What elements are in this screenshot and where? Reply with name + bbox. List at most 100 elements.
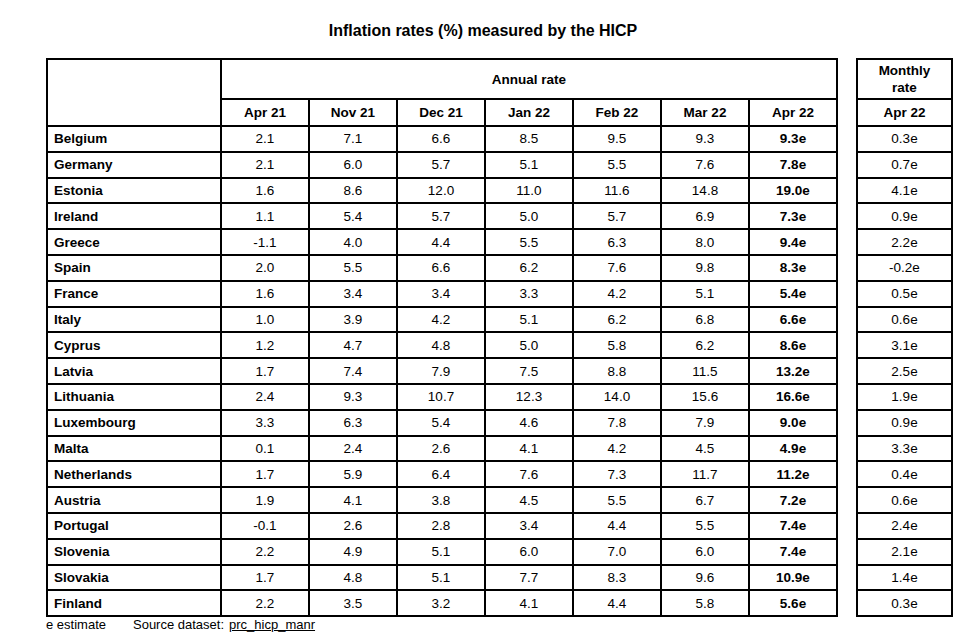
- country-label: Belgium: [47, 126, 221, 152]
- country-label: Malta: [47, 436, 221, 462]
- annual-value-cell: 4.5: [661, 436, 749, 462]
- table-row: Belgium2.17.16.68.59.59.39.3e: [47, 126, 837, 152]
- country-label: Germany: [47, 152, 221, 178]
- annual-value-cell: 6.8: [661, 307, 749, 333]
- annual-value-cell: 7.8: [573, 410, 661, 436]
- group-header-row: Annual rate: [47, 59, 837, 99]
- annual-value-cell: 7.5: [485, 358, 573, 384]
- country-label: France: [47, 281, 221, 307]
- monthly-value-cell: 0.3e: [857, 590, 952, 616]
- annual-value-cell: 7.9: [661, 410, 749, 436]
- annual-value-cell: 12.0: [397, 178, 485, 204]
- table-row: Cyprus1.24.74.85.05.86.28.6e: [47, 332, 837, 358]
- table-row: Slovakia1.74.85.17.78.39.610.9e: [47, 565, 837, 591]
- annual-value-cell: 0.1: [221, 436, 309, 462]
- annual-value-cell: 5.1: [397, 539, 485, 565]
- annual-value-cell: 9.4e: [749, 229, 837, 255]
- annual-value-cell: 2.6: [397, 436, 485, 462]
- annual-value-cell: 11.7: [661, 461, 749, 487]
- annual-value-cell: 1.1: [221, 203, 309, 229]
- table-row: Germany2.16.05.75.15.57.67.8e: [47, 152, 837, 178]
- annual-value-cell: 9.3e: [749, 126, 837, 152]
- annual-value-cell: 6.7: [661, 487, 749, 513]
- annual-value-cell: 2.1: [221, 152, 309, 178]
- annual-value-cell: 11.5: [661, 358, 749, 384]
- annual-value-cell: 6.2: [661, 332, 749, 358]
- table-row: Austria1.94.13.84.55.56.77.2e: [47, 487, 837, 513]
- annual-value-cell: 2.2: [221, 590, 309, 616]
- monthly-value-cell: 3.3e: [857, 436, 952, 462]
- annual-value-cell: 6.0: [661, 539, 749, 565]
- annual-value-cell: 6.4: [397, 461, 485, 487]
- annual-value-cell: 6.0: [309, 152, 397, 178]
- month-header-row: Apr 22: [857, 99, 952, 126]
- annual-value-cell: 4.1: [309, 487, 397, 513]
- annual-value-cell: 9.8: [661, 255, 749, 281]
- annual-rate-table: Annual rate Apr 21 Nov 21 Dec 21 Jan 22 …: [46, 58, 838, 617]
- annual-value-cell: 4.8: [309, 565, 397, 591]
- annual-value-cell: 15.6: [661, 384, 749, 410]
- estimate-note: e estimate: [46, 617, 106, 632]
- annual-value-cell: 6.2: [573, 307, 661, 333]
- footer: e estimateSource dataset:prc_hicp_manr: [46, 617, 315, 632]
- monthly-value-cell: 0.9e: [857, 203, 952, 229]
- annual-value-cell: 11.6: [573, 178, 661, 204]
- annual-value-cell: 13.2e: [749, 358, 837, 384]
- annual-value-cell: 11.2e: [749, 461, 837, 487]
- table-row: 3.3e: [857, 436, 952, 462]
- month-column-header: Mar 22: [661, 99, 749, 126]
- table-row: 0.6e: [857, 487, 952, 513]
- annual-value-cell: 4.4: [397, 229, 485, 255]
- table-row: 0.3e: [857, 126, 952, 152]
- annual-value-cell: 5.4e: [749, 281, 837, 307]
- table-row: Spain2.05.56.66.27.69.88.3e: [47, 255, 837, 281]
- monthly-value-cell: 0.3e: [857, 126, 952, 152]
- monthly-value-cell: 0.6e: [857, 487, 952, 513]
- table-row: 0.7e: [857, 152, 952, 178]
- annual-value-cell: 3.8: [397, 487, 485, 513]
- table-row: Italy1.03.94.25.16.26.86.6e: [47, 307, 837, 333]
- monthly-value-cell: 0.4e: [857, 461, 952, 487]
- annual-value-cell: 4.4: [573, 590, 661, 616]
- country-label: Netherlands: [47, 461, 221, 487]
- annual-value-cell: 6.0: [485, 539, 573, 565]
- table-row: Luxembourg3.36.35.44.67.87.99.0e: [47, 410, 837, 436]
- annual-value-cell: 7.7: [485, 565, 573, 591]
- month-column-header: Apr 21: [221, 99, 309, 126]
- country-label: Portugal: [47, 513, 221, 539]
- annual-value-cell: 3.2: [397, 590, 485, 616]
- source-dataset-link[interactable]: prc_hicp_manr: [229, 617, 315, 632]
- month-column-header: Jan 22: [485, 99, 573, 126]
- annual-value-cell: 5.4: [309, 203, 397, 229]
- annual-value-cell: 10.9e: [749, 565, 837, 591]
- annual-value-cell: 9.0e: [749, 410, 837, 436]
- table-row: 1.4e: [857, 565, 952, 591]
- monthly-value-cell: 0.5e: [857, 281, 952, 307]
- table-row: -0.2e: [857, 255, 952, 281]
- group-header-row: Monthly rate: [857, 59, 952, 99]
- annual-value-cell: 2.4: [221, 384, 309, 410]
- annual-value-cell: 4.7: [309, 332, 397, 358]
- table-row: 0.4e: [857, 461, 952, 487]
- country-label: Luxembourg: [47, 410, 221, 436]
- country-label: Austria: [47, 487, 221, 513]
- annual-value-cell: 5.5: [485, 229, 573, 255]
- annual-value-cell: 5.1: [485, 152, 573, 178]
- annual-value-cell: 7.3: [573, 461, 661, 487]
- annual-value-cell: 4.2: [573, 281, 661, 307]
- monthly-value-cell: 0.9e: [857, 410, 952, 436]
- table-row: Ireland1.15.45.75.05.76.97.3e: [47, 203, 837, 229]
- annual-value-cell: 4.1: [485, 590, 573, 616]
- annual-value-cell: 5.5: [661, 513, 749, 539]
- annual-value-cell: 3.9: [309, 307, 397, 333]
- annual-value-cell: 8.6: [309, 178, 397, 204]
- annual-value-cell: 4.8: [397, 332, 485, 358]
- table-row: Portugal-0.12.62.83.44.45.57.4e: [47, 513, 837, 539]
- annual-value-cell: 7.6: [661, 152, 749, 178]
- country-label: Finland: [47, 590, 221, 616]
- annual-value-cell: 4.6: [485, 410, 573, 436]
- annual-value-cell: 5.8: [661, 590, 749, 616]
- annual-table-body: Belgium2.17.16.68.59.59.39.3eGermany2.16…: [47, 126, 837, 616]
- annual-value-cell: 16.6e: [749, 384, 837, 410]
- annual-value-cell: 9.6: [661, 565, 749, 591]
